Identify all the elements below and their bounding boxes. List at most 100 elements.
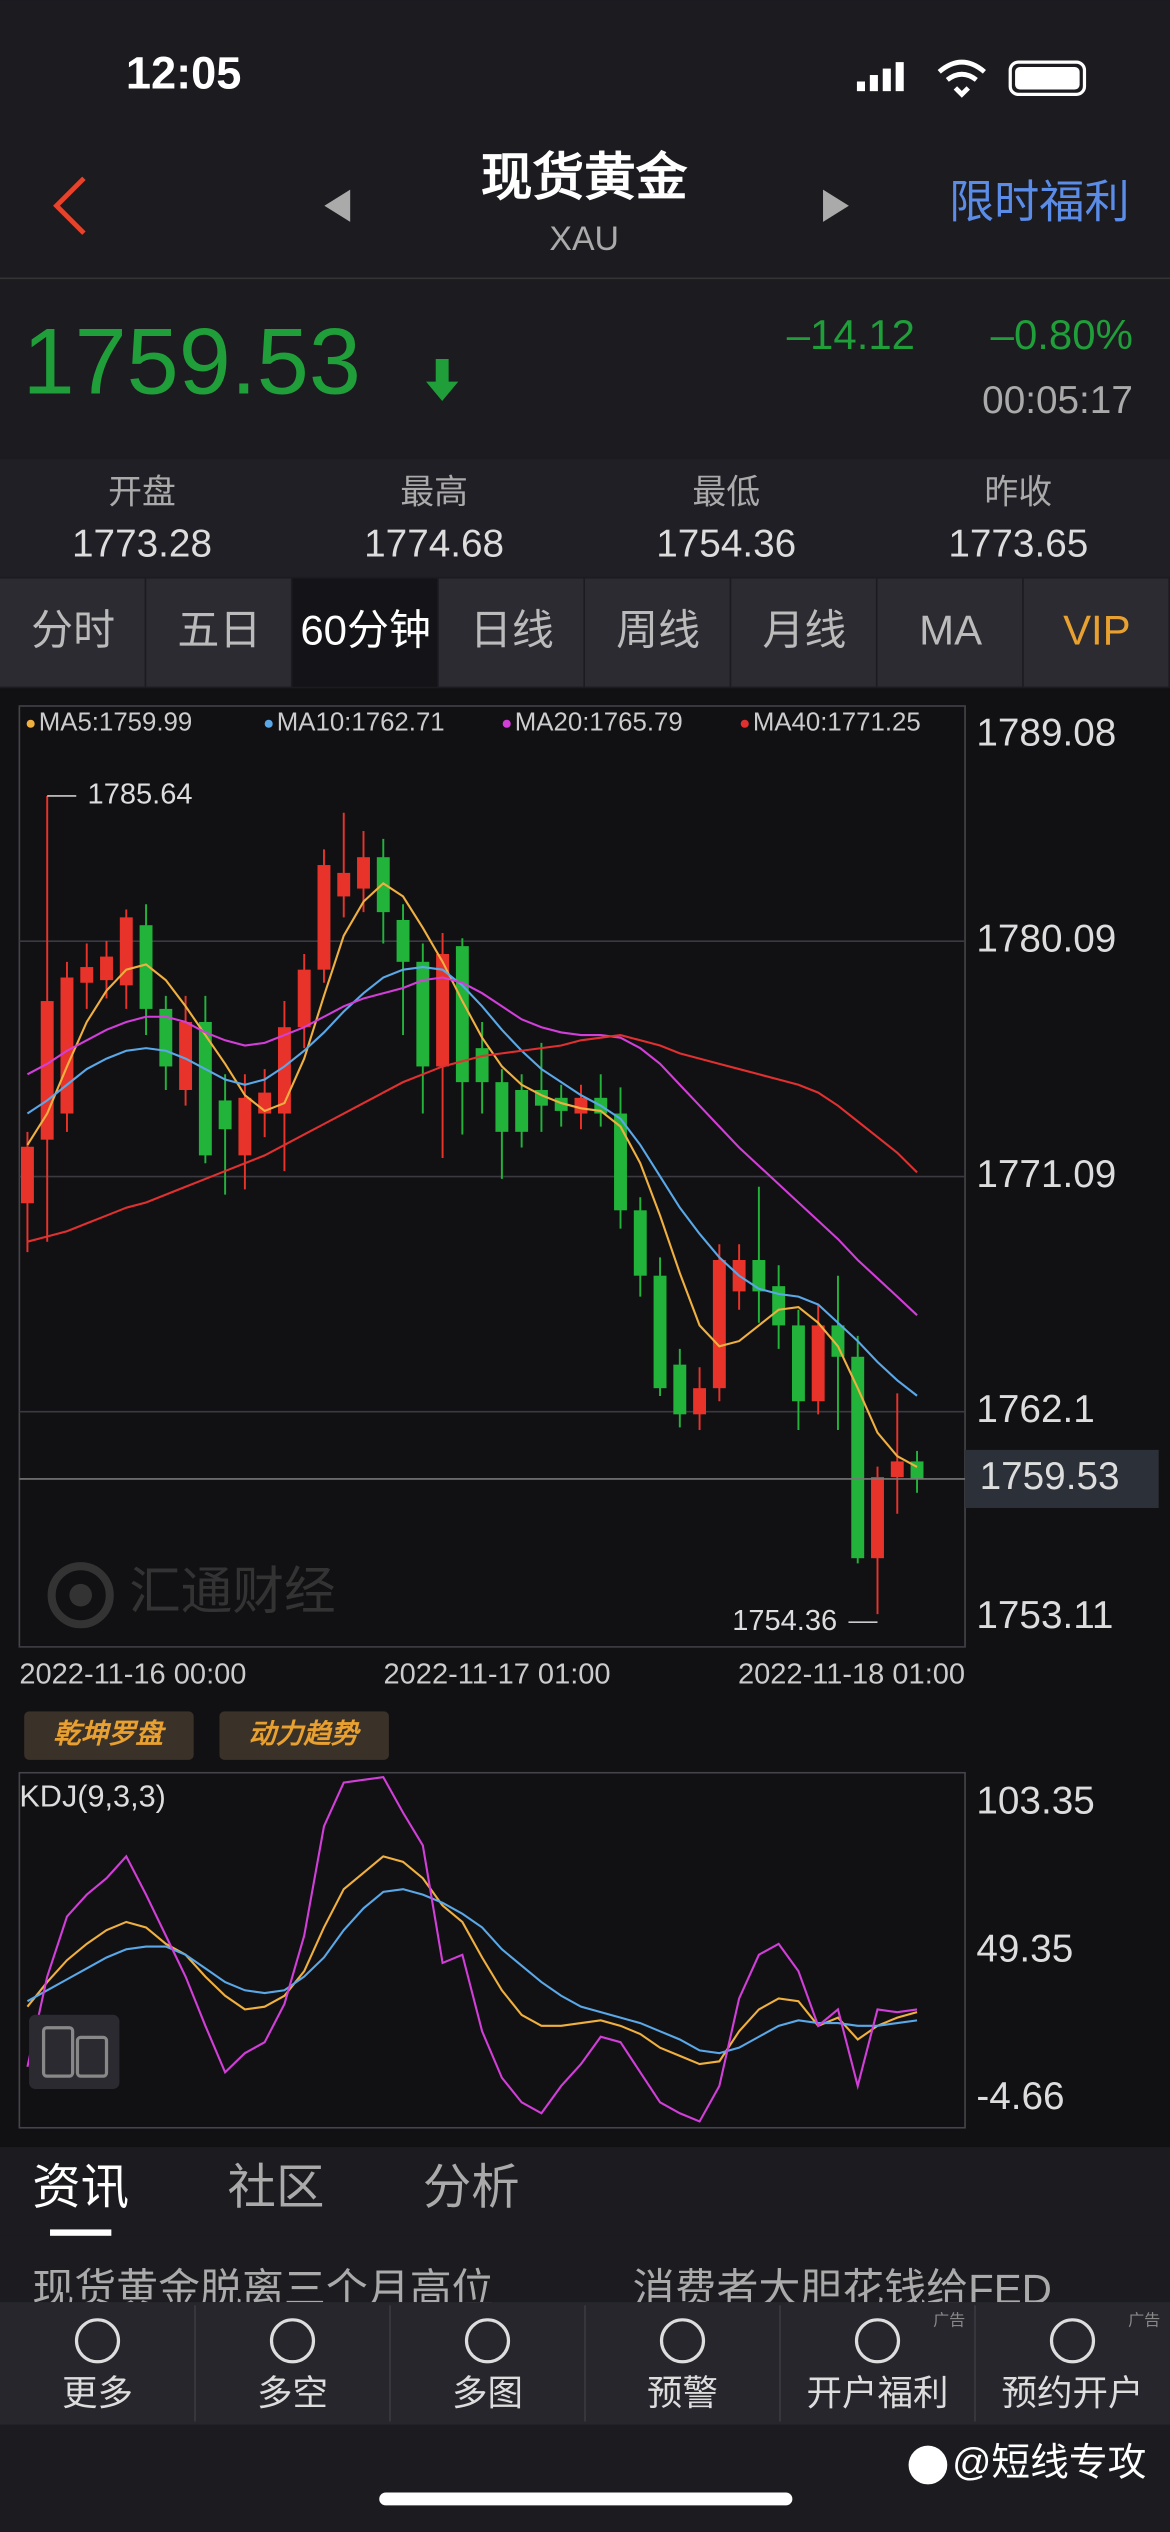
back-button[interactable] <box>53 176 86 235</box>
candle-body <box>475 1048 489 1083</box>
promo-link[interactable]: 限时福利 <box>949 177 1130 228</box>
tab-bg[interactable] <box>438 578 584 687</box>
change-pct: –0.80% <box>991 311 1133 358</box>
legend-dot <box>26 719 35 728</box>
credit-icon <box>908 2445 948 2485</box>
indicator-button[interactable] <box>24 1711 194 1760</box>
tab-bg[interactable] <box>1023 578 1169 687</box>
news-tab-underline <box>50 2229 112 2236</box>
watermark: 汇通财经 <box>129 1562 336 1620</box>
indicator-line <box>26 1888 918 2055</box>
candle-body <box>851 1356 865 1559</box>
credit: @短线专攻 <box>952 2441 1146 2484</box>
candle-body <box>297 969 311 1028</box>
candle-body <box>179 1021 193 1090</box>
nav-label[interactable]: 开户福利 <box>806 2373 948 2413</box>
tab-bg[interactable] <box>585 578 730 687</box>
indicator-line <box>26 1855 918 2066</box>
candle-body <box>712 1260 726 1389</box>
candle-body <box>60 977 74 1114</box>
tab[interactable]: 60分钟 <box>300 606 431 653</box>
candle-body <box>317 865 331 970</box>
chart-area <box>0 688 1170 2149</box>
ad-badge: 广告 <box>933 2312 965 2330</box>
indicator-line <box>27 1033 918 1243</box>
indicator-button-label[interactable]: 动力趋势 <box>249 1718 362 1749</box>
indicator-line <box>26 882 918 1468</box>
tab-bg[interactable] <box>146 578 291 687</box>
y-tick-label: 1789.08 <box>976 711 1116 754</box>
candle-body <box>436 953 450 1067</box>
legend-entry: MA5:1759.99 <box>39 709 193 737</box>
x-tick-label: 2022-11-18 01:00 <box>738 1659 965 1691</box>
candle-body <box>198 1021 212 1156</box>
candle-body <box>337 872 351 897</box>
legend-dot <box>740 719 749 728</box>
tab[interactable]: 五日 <box>177 606 261 653</box>
nav-icon[interactable] <box>1049 2318 1096 2364</box>
tab-bg[interactable] <box>0 578 145 687</box>
down-arrow <box>426 359 459 402</box>
nav-icon[interactable] <box>659 2318 706 2364</box>
tab[interactable]: VIP <box>1063 606 1131 653</box>
tab[interactable]: 分时 <box>31 606 115 653</box>
stats-bar <box>0 459 1170 577</box>
legend-entry: MA10:1762.71 <box>277 709 445 737</box>
y-tick-label: 1753.11 <box>976 1594 1113 1637</box>
nav-label[interactable]: 更多 <box>62 2373 133 2413</box>
candle-body <box>614 1113 627 1211</box>
stat-label: 最低 <box>692 474 760 512</box>
nav-label[interactable]: 多图 <box>452 2373 523 2413</box>
nav-label[interactable]: 预警 <box>647 2373 718 2413</box>
legend-entry: MA40:1771.25 <box>753 709 921 737</box>
stat-value: 1773.65 <box>948 522 1088 565</box>
ad-badge: 广告 <box>1128 2312 1160 2330</box>
candle-body <box>693 1388 707 1415</box>
tab-bg[interactable] <box>731 578 876 687</box>
candle-body <box>890 1461 904 1478</box>
header-code: XAU <box>549 220 619 258</box>
nav-icon[interactable] <box>74 2318 121 2364</box>
nav-label[interactable]: 多空 <box>257 2373 328 2413</box>
max-label: 1785.64 <box>88 779 193 811</box>
indicator-line <box>26 1775 918 2123</box>
quote-time: 00:05:17 <box>982 379 1133 422</box>
next-button[interactable] <box>823 189 849 222</box>
status-time: 12:05 <box>126 48 242 99</box>
news-tabs-bar <box>0 2147 1170 2236</box>
y-tick-label: -4.66 <box>976 2075 1064 2118</box>
indicator-button[interactable] <box>219 1711 389 1760</box>
tab-bg[interactable] <box>877 578 1023 687</box>
orientation-icon <box>29 2014 120 2090</box>
indicator-line <box>26 965 918 1397</box>
stat-label: 最高 <box>400 474 468 512</box>
last-price-box <box>965 1449 1159 1508</box>
candle-body <box>633 1210 647 1276</box>
nav-label[interactable]: 预约开户 <box>1001 2373 1143 2413</box>
tab[interactable]: 月线 <box>762 606 846 653</box>
candle-body <box>772 1286 786 1326</box>
news-tab[interactable]: 资讯 <box>32 2160 129 2214</box>
candle-body <box>495 1082 509 1132</box>
nav-icon[interactable] <box>464 2318 511 2364</box>
news-tab[interactable]: 分析 <box>423 2160 520 2214</box>
candle-body <box>357 857 370 889</box>
y-tick-label: 49.35 <box>976 1927 1073 1970</box>
news-tab[interactable]: 社区 <box>228 2160 325 2214</box>
tab[interactable]: MA <box>919 606 982 653</box>
nav-icon[interactable] <box>854 2318 901 2364</box>
candle-body <box>218 1100 232 1130</box>
tab[interactable]: 周线 <box>616 606 700 653</box>
prev-button[interactable] <box>324 189 351 222</box>
tab-bg[interactable] <box>292 578 438 687</box>
candle-body <box>416 961 430 1067</box>
nav-icon[interactable] <box>269 2318 316 2364</box>
indicator-line <box>26 976 918 1316</box>
change: –14.12 <box>787 311 915 358</box>
indicator-button-label[interactable]: 乾坤罗盘 <box>53 1718 166 1749</box>
tab[interactable]: 日线 <box>470 606 554 653</box>
home-indicator <box>379 2492 793 2506</box>
watermark-logo <box>47 1562 114 1629</box>
stat-value: 1774.68 <box>364 522 504 565</box>
